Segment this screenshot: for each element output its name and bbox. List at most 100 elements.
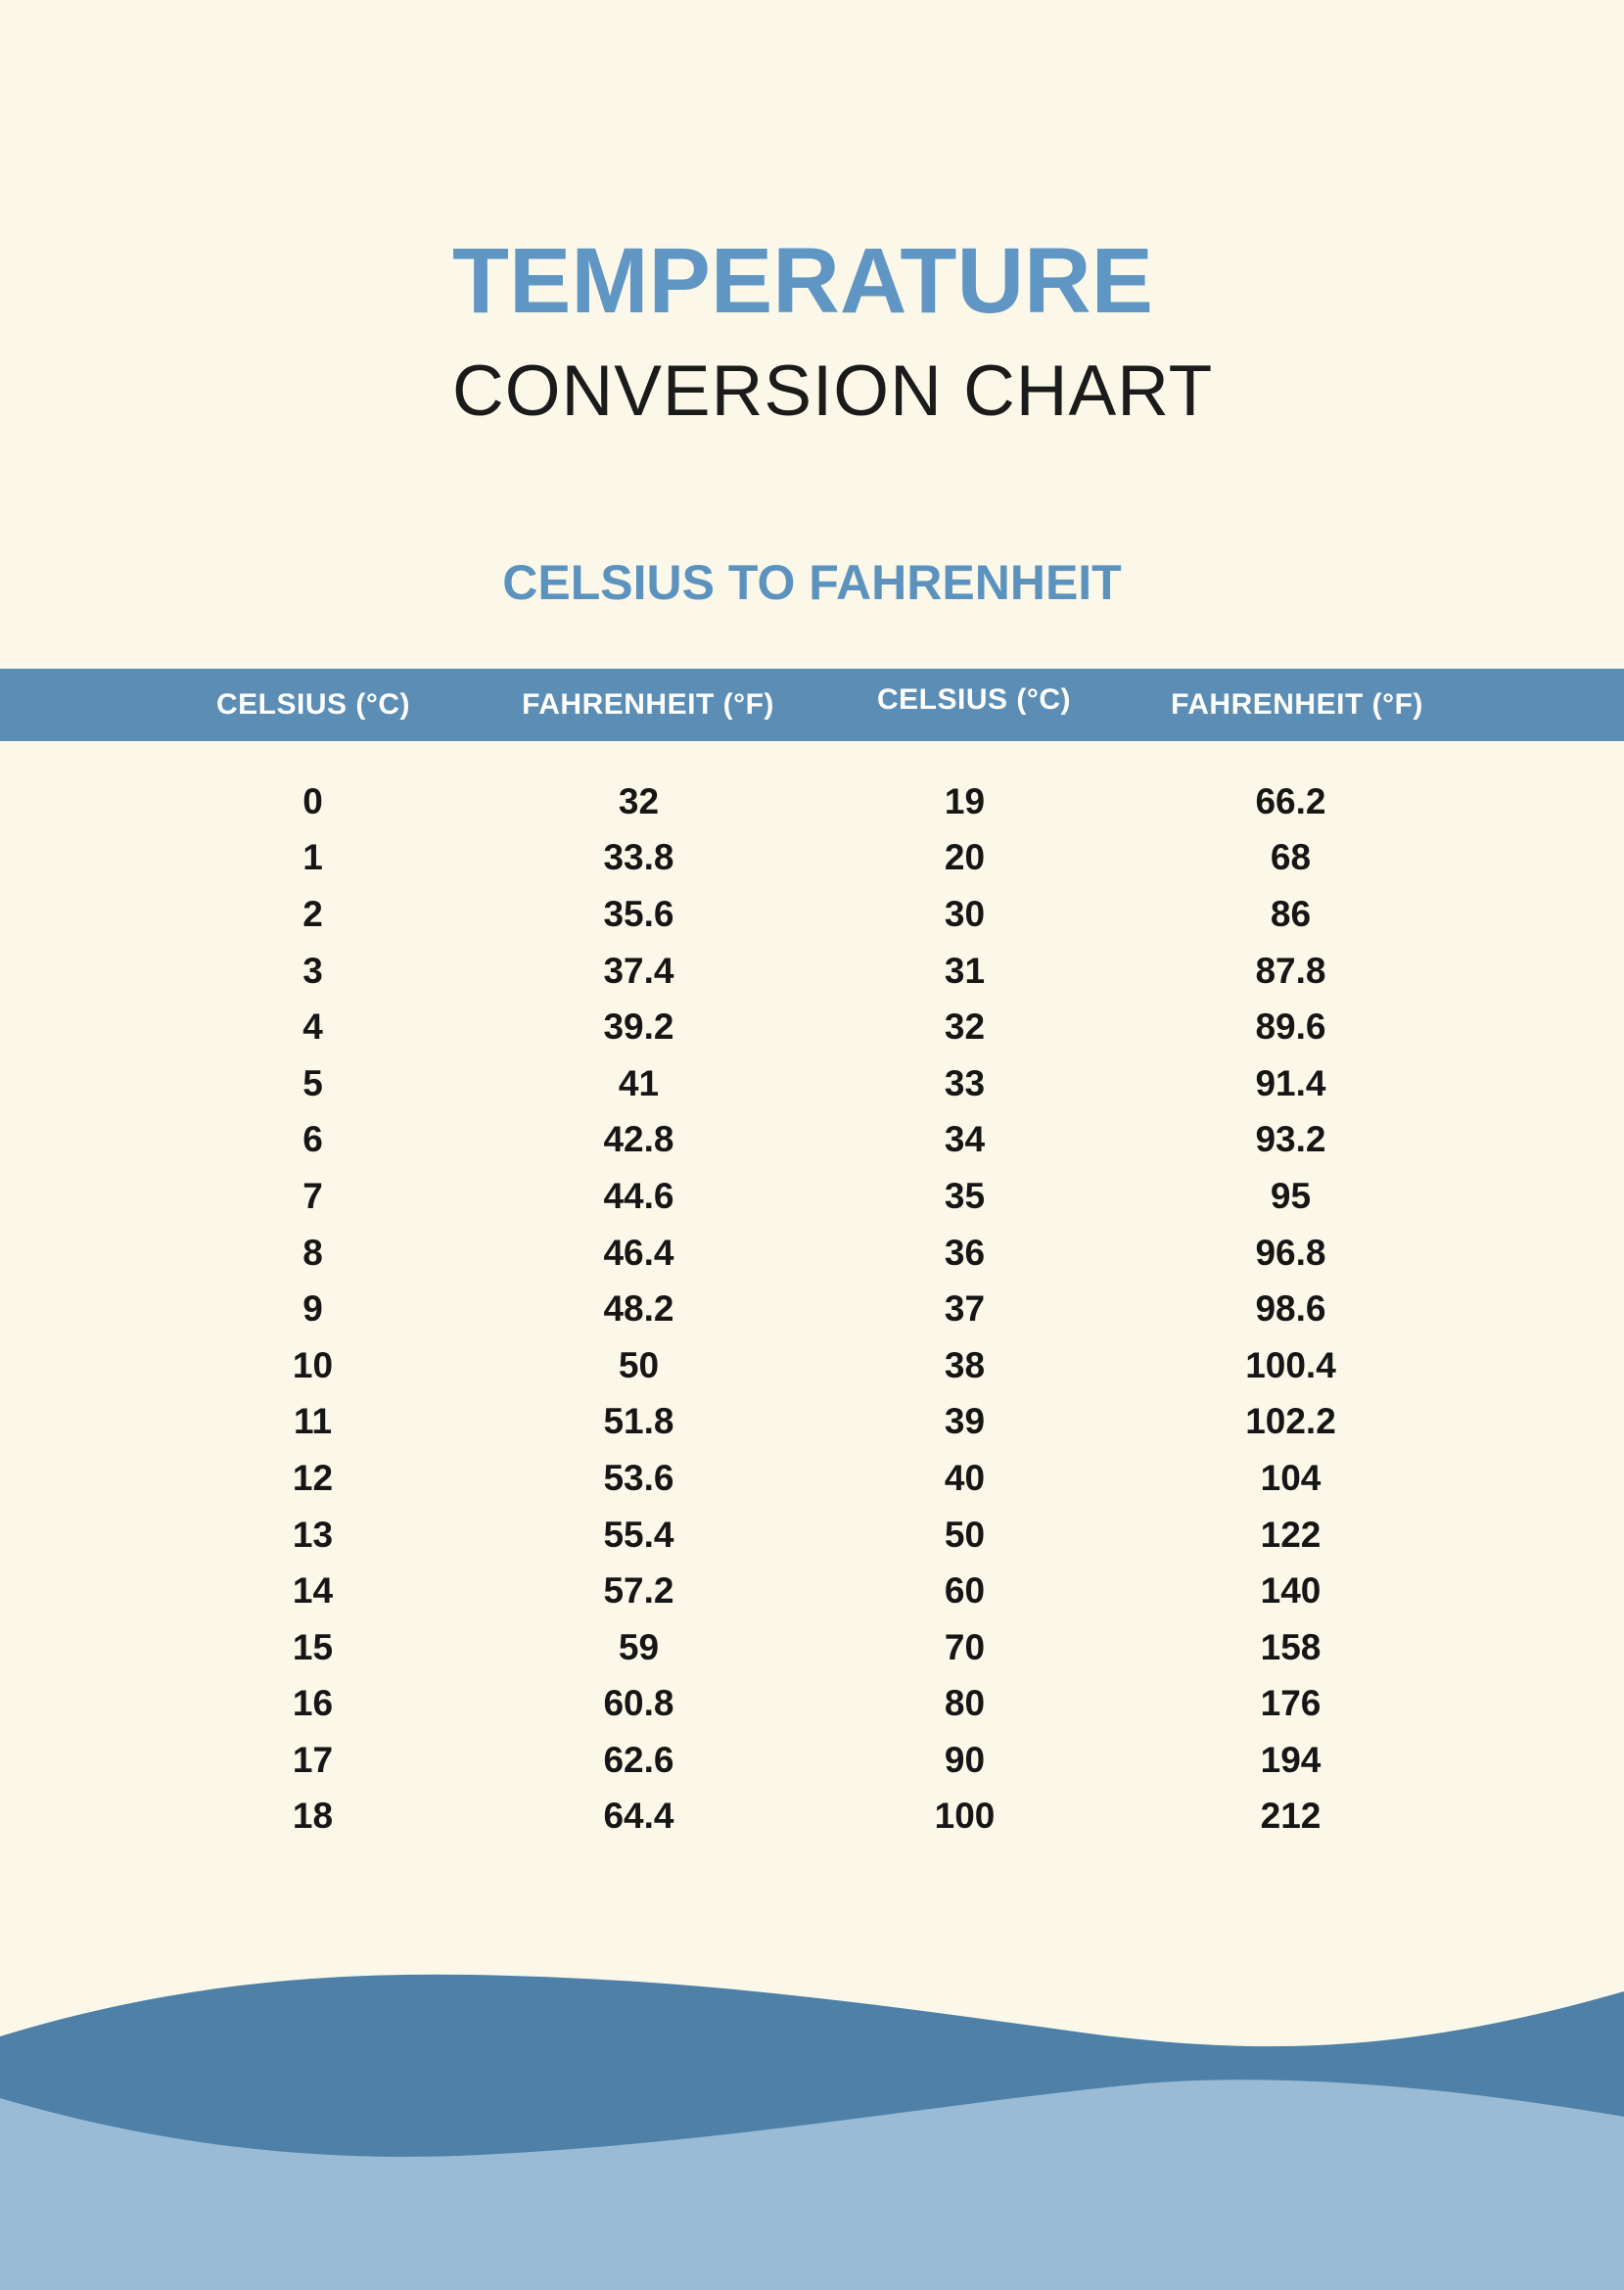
table-cell: 6 xyxy=(302,1119,323,1160)
table-cell: 212 xyxy=(1260,1796,1322,1837)
table-row: 6 42.8 34 93.2 xyxy=(150,1112,1454,1169)
conversion-table-body: 0 32 19 66.2 1 33.8 20 68 2 35.6 30 86 3 37.4 31 87.8 4 3… xyxy=(150,773,1454,1845)
table-cell: 98.6 xyxy=(1255,1288,1326,1330)
table-cell: 104 xyxy=(1260,1457,1322,1498)
table-cell: 66.2 xyxy=(1255,780,1326,821)
table-cell: 100.4 xyxy=(1245,1344,1336,1385)
table-cell: 93.2 xyxy=(1255,1119,1326,1160)
table-row: 10 50 38 100.4 xyxy=(150,1337,1454,1394)
table-row: 11 51.8 39 102.2 xyxy=(150,1394,1454,1451)
table-cell: 38 xyxy=(944,1344,986,1385)
table-cell: 86 xyxy=(1270,893,1312,934)
title-block: TEMPERATURE CONVERSION CHART xyxy=(452,229,1214,431)
table-cell: 17 xyxy=(292,1739,334,1780)
table-cell: 10 xyxy=(292,1344,334,1385)
table-cell: 55.4 xyxy=(603,1514,674,1555)
table-row: 14 57.2 60 140 xyxy=(150,1563,1454,1619)
table-cell: 158 xyxy=(1260,1626,1322,1667)
page-title: TEMPERATURE xyxy=(452,229,1154,333)
table-cell: 32 xyxy=(618,780,660,821)
table-cell: 64.4 xyxy=(603,1796,674,1837)
table-cell: 7 xyxy=(302,1175,323,1216)
table-cell: 62.6 xyxy=(603,1739,674,1780)
table-cell: 176 xyxy=(1260,1683,1322,1724)
column-header-fahrenheit-2: FAHRENHEIT (°F) xyxy=(1171,688,1423,721)
table-cell: 4 xyxy=(302,1006,323,1048)
table-row: 2 35.6 30 86 xyxy=(150,886,1454,943)
table-row: 12 53.6 40 104 xyxy=(150,1450,1454,1507)
table-cell: 102.2 xyxy=(1245,1401,1336,1442)
table-cell: 122 xyxy=(1260,1514,1322,1555)
table-row: 18 64.4 100 212 xyxy=(150,1789,1454,1846)
table-header-band: CELSIUS (°C) FAHRENHEIT (°F) CELSIUS (°C… xyxy=(0,669,1624,741)
wave-light-shape xyxy=(0,2080,1624,2290)
table-cell: 57.2 xyxy=(603,1570,674,1612)
table-cell: 42.8 xyxy=(603,1119,674,1160)
table-cell: 37.4 xyxy=(603,950,674,991)
table-cell: 1 xyxy=(302,837,323,878)
table-row: 5 41 33 91.4 xyxy=(150,1055,1454,1112)
table-cell: 2 xyxy=(302,893,323,934)
table-cell: 36 xyxy=(944,1232,986,1273)
table-row: 17 62.6 90 194 xyxy=(150,1732,1454,1789)
table-row: 7 44.6 35 95 xyxy=(150,1168,1454,1225)
table-row: 9 48.2 37 98.6 xyxy=(150,1281,1454,1337)
table-cell: 50 xyxy=(944,1514,986,1555)
table-row: 0 32 19 66.2 xyxy=(150,773,1454,830)
table-cell: 9 xyxy=(302,1288,323,1330)
table-cell: 90 xyxy=(944,1739,986,1780)
table-row: 4 39.2 32 89.6 xyxy=(150,999,1454,1055)
table-cell: 87.8 xyxy=(1255,950,1326,991)
table-cell: 37 xyxy=(944,1288,986,1330)
table-cell: 12 xyxy=(292,1457,334,1498)
table-cell: 0 xyxy=(302,780,323,821)
table-cell: 70 xyxy=(944,1626,986,1667)
table-cell: 15 xyxy=(292,1626,334,1667)
table-cell: 59 xyxy=(618,1626,660,1667)
column-header-celsius-1: CELSIUS (°C) xyxy=(216,688,410,721)
bottom-wave-decoration xyxy=(0,1974,1624,2290)
table-cell: 89.6 xyxy=(1255,1006,1326,1048)
table-row: 8 46.4 36 96.8 xyxy=(150,1225,1454,1282)
table-cell: 41 xyxy=(618,1062,660,1103)
table-cell: 194 xyxy=(1260,1739,1322,1780)
table-cell: 30 xyxy=(944,893,986,934)
table-cell: 34 xyxy=(944,1119,986,1160)
table-cell: 16 xyxy=(292,1683,334,1724)
table-cell: 68 xyxy=(1270,837,1312,878)
table-cell: 48.2 xyxy=(603,1288,674,1330)
section-subtitle: CELSIUS TO FAHRENHEIT xyxy=(502,555,1122,610)
table-row: 15 59 70 158 xyxy=(150,1619,1454,1676)
table-cell: 5 xyxy=(302,1062,323,1103)
table-cell: 80 xyxy=(944,1683,986,1724)
table-cell: 39 xyxy=(944,1401,986,1442)
table-cell: 50 xyxy=(618,1344,660,1385)
table-cell: 33.8 xyxy=(603,837,674,878)
table-cell: 96.8 xyxy=(1255,1232,1326,1273)
table-cell: 18 xyxy=(292,1796,334,1837)
table-cell: 100 xyxy=(934,1796,996,1837)
table-cell: 8 xyxy=(302,1232,323,1273)
table-cell: 3 xyxy=(302,950,323,991)
column-header-fahrenheit-1: FAHRENHEIT (°F) xyxy=(522,688,774,721)
table-row: 3 37.4 31 87.8 xyxy=(150,943,1454,1000)
table-cell: 31 xyxy=(944,950,986,991)
table-cell: 40 xyxy=(944,1457,986,1498)
table-cell: 46.4 xyxy=(603,1232,674,1273)
table-cell: 60.8 xyxy=(603,1683,674,1724)
table-cell: 60 xyxy=(944,1570,986,1612)
table-row: 1 33.8 20 68 xyxy=(150,830,1454,887)
table-cell: 44.6 xyxy=(603,1175,674,1216)
table-cell: 14 xyxy=(292,1570,334,1612)
table-cell: 33 xyxy=(944,1062,986,1103)
table-row: 13 55.4 50 122 xyxy=(150,1507,1454,1564)
table-cell: 35 xyxy=(944,1175,986,1216)
table-cell: 51.8 xyxy=(603,1401,674,1442)
table-cell: 11 xyxy=(293,1401,333,1442)
table-cell: 35.6 xyxy=(603,893,674,934)
table-cell: 39.2 xyxy=(603,1006,674,1048)
page-title-line2: CONVERSION CHART xyxy=(452,351,1214,431)
table-cell: 32 xyxy=(944,1006,986,1048)
table-cell: 91.4 xyxy=(1255,1062,1326,1103)
